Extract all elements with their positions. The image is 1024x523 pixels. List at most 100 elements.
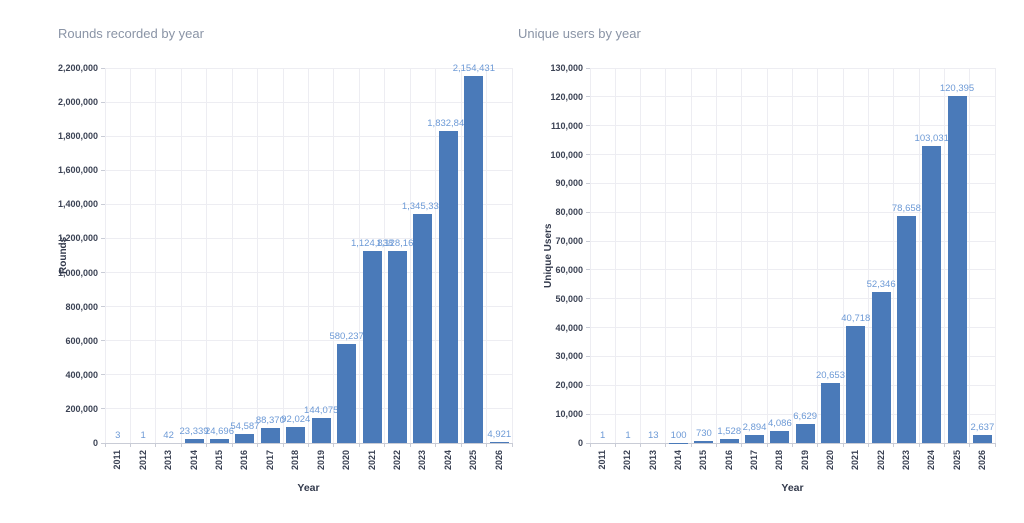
bar-2023[interactable] bbox=[896, 216, 916, 443]
y-tick-mark bbox=[586, 327, 590, 329]
bar-2022[interactable] bbox=[871, 292, 891, 443]
bar-value-label-2022: 52,346 bbox=[866, 279, 896, 290]
bar-2017[interactable] bbox=[745, 434, 765, 443]
bar-value-label-2015: 24,696 bbox=[204, 425, 234, 437]
bar-2020[interactable] bbox=[337, 344, 357, 443]
bar-2021[interactable] bbox=[362, 251, 382, 443]
bar-2015[interactable] bbox=[209, 438, 229, 443]
bar-value-label-2013: 13 bbox=[647, 429, 659, 441]
v-gridline bbox=[741, 68, 743, 443]
y-tick-mark bbox=[586, 442, 590, 444]
x-tick-label-2022: 2022 bbox=[875, 450, 886, 471]
y-tick-label: 0 bbox=[577, 438, 583, 448]
v-gridline bbox=[104, 68, 106, 443]
x-tick-label-2020: 2020 bbox=[824, 450, 835, 471]
x-tick-mark bbox=[435, 443, 437, 447]
bar-2014[interactable] bbox=[184, 439, 204, 443]
x-tick-label-2024: 2024 bbox=[442, 450, 453, 471]
x-tick-label-2011: 2011 bbox=[597, 450, 608, 470]
bar-2016[interactable] bbox=[719, 438, 739, 443]
x-tick-label-2025: 2025 bbox=[468, 450, 479, 471]
bar-2019[interactable] bbox=[311, 418, 331, 443]
y-tick-label: 130,000 bbox=[550, 63, 583, 73]
x-tick-mark bbox=[842, 443, 844, 447]
y-tick-label: 200,000 bbox=[65, 403, 98, 414]
bar-2015[interactable] bbox=[694, 440, 714, 443]
y-tick-label: 1,800,000 bbox=[57, 131, 98, 142]
y-tick-mark bbox=[101, 169, 105, 171]
bar-2017[interactable] bbox=[260, 427, 280, 443]
x-tick-label-2018: 2018 bbox=[774, 450, 785, 471]
v-gridline bbox=[358, 68, 360, 443]
y-tick-label: 100,000 bbox=[550, 149, 583, 160]
x-tick-label-2011: 2011 bbox=[112, 450, 123, 470]
bar-2024[interactable] bbox=[438, 130, 458, 443]
bar-value-label-2015: 730 bbox=[695, 427, 712, 439]
bar-value-label-2012: 1 bbox=[625, 429, 631, 441]
x-tick-mark bbox=[104, 443, 106, 447]
v-gridline bbox=[231, 68, 233, 443]
x-tick-mark bbox=[282, 443, 284, 447]
v-gridline bbox=[842, 68, 844, 443]
bar-2023[interactable] bbox=[413, 213, 433, 443]
bar-value-label-2014: 100 bbox=[670, 429, 687, 441]
v-gridline bbox=[308, 68, 309, 443]
y-tick-mark bbox=[586, 298, 590, 300]
y-tick-mark bbox=[101, 272, 105, 274]
y-tick-label: 2,000,000 bbox=[57, 97, 98, 108]
x-tick-mark bbox=[741, 443, 743, 447]
y-tick-mark bbox=[101, 340, 105, 342]
y-tick-mark bbox=[101, 203, 105, 205]
x-tick-label-2019: 2019 bbox=[315, 450, 326, 471]
bar-value-label-2020: 580,237 bbox=[329, 331, 364, 343]
x-tick-label-2022: 2022 bbox=[392, 450, 403, 471]
bar-2016[interactable] bbox=[235, 433, 255, 443]
v-gridline bbox=[282, 68, 284, 443]
bar-2025[interactable] bbox=[464, 75, 484, 443]
bar-2020[interactable] bbox=[820, 383, 840, 443]
y-tick-label: 1,400,000 bbox=[57, 199, 98, 210]
v-gridline bbox=[435, 68, 437, 443]
x-tick-mark bbox=[231, 443, 233, 447]
y-tick-mark bbox=[586, 182, 590, 184]
bar-2026[interactable] bbox=[489, 442, 509, 443]
y-tick-label: 10,000 bbox=[555, 409, 583, 420]
bar-value-label-2024: 1,832,841 bbox=[427, 117, 470, 129]
bar-2025[interactable] bbox=[947, 95, 967, 443]
x-axis-title: Year bbox=[781, 482, 804, 494]
x-tick-label-2026: 2026 bbox=[976, 450, 987, 471]
bar-value-label-2025: 2,154,431 bbox=[452, 62, 495, 74]
y-tick-mark bbox=[101, 237, 105, 239]
x-tick-mark bbox=[308, 443, 309, 447]
v-gridline bbox=[867, 68, 869, 443]
bar-2021[interactable] bbox=[846, 325, 866, 443]
bar-2022[interactable] bbox=[388, 250, 408, 443]
v-gridline bbox=[817, 68, 819, 443]
y-tick-label: 80,000 bbox=[555, 207, 583, 218]
bar-value-label-2019: 144,075 bbox=[304, 405, 339, 417]
v-gridline bbox=[969, 68, 971, 443]
bar-value-label-2011: 1 bbox=[600, 429, 606, 441]
plot-area: 0 200,000 400,000 600,000 800,000 1,000,000 1,… bbox=[58, 63, 513, 470]
x-tick-label-2014: 2014 bbox=[188, 450, 199, 471]
y-axis-title: Rounds bbox=[58, 236, 69, 275]
bar-2018[interactable] bbox=[286, 427, 306, 443]
v-gridline bbox=[640, 68, 642, 443]
bar-value-label-2023: 78,658 bbox=[891, 203, 921, 215]
x-tick-mark bbox=[486, 443, 488, 447]
bar-value-label-2024: 103,031 bbox=[914, 132, 949, 144]
bar-2024[interactable] bbox=[922, 145, 942, 443]
bar-value-label-2011: 3 bbox=[115, 429, 121, 441]
y-tick-label: 120,000 bbox=[550, 91, 583, 102]
x-tick-mark bbox=[792, 443, 793, 447]
x-tick-mark bbox=[716, 443, 718, 447]
y-tick-label: 600,000 bbox=[65, 335, 98, 346]
bar-2026[interactable] bbox=[972, 435, 992, 443]
v-gridline bbox=[511, 68, 513, 443]
x-tick-mark bbox=[640, 443, 642, 447]
x-tick-label-2019: 2019 bbox=[799, 450, 810, 471]
v-gridline bbox=[155, 68, 157, 443]
bar-2018[interactable] bbox=[770, 431, 790, 443]
bar-2019[interactable] bbox=[795, 423, 815, 443]
bar-value-label-2026: 4,921 bbox=[487, 429, 512, 441]
